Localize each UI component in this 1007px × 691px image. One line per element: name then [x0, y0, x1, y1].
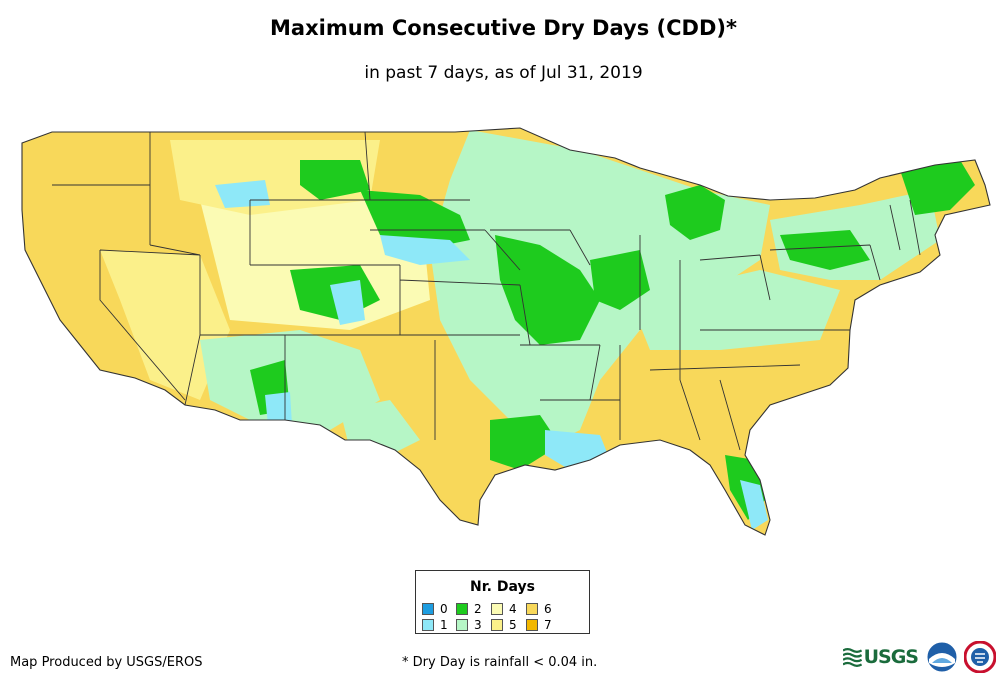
- noaa-seal-icon: [926, 641, 958, 673]
- legend-swatch: [526, 619, 538, 631]
- map-subtitle: in past 7 days, as of Jul 31, 2019: [364, 63, 643, 83]
- legend-label: 2: [474, 602, 482, 616]
- us-outline: [21, 127, 991, 536]
- state-boundaries: [21, 127, 991, 536]
- footnote-text: * Dry Day is rainfall < 0.04 in.: [402, 655, 598, 670]
- legend-swatch: [526, 603, 538, 615]
- legend-label: 6: [544, 602, 552, 616]
- legend-item-2: 2: [456, 602, 482, 616]
- legend-label: 4: [509, 602, 517, 616]
- legend-label: 7: [544, 618, 552, 632]
- region-2-montana: [300, 160, 370, 200]
- usgs-wordmark: USGS: [863, 646, 919, 668]
- map-title: Maximum Consecutive Dry Days (CDD)*: [270, 16, 737, 40]
- region-2-michigan: [665, 185, 725, 240]
- legend-label: 0: [440, 602, 448, 616]
- legend-item-5: 5: [491, 618, 517, 632]
- legend-item-7: 7: [526, 618, 552, 632]
- legend-label: 5: [509, 618, 517, 632]
- dry-days-regions: [100, 130, 975, 530]
- legend-label: 3: [474, 618, 482, 632]
- legend-swatch: [456, 619, 468, 631]
- legend-swatch: [422, 603, 434, 615]
- nws-seal-icon: [964, 641, 996, 673]
- region-5-southwest: [100, 250, 230, 400]
- region-2-new-england: [900, 160, 975, 215]
- legend-swatch: [491, 603, 503, 615]
- boundary-lines: [52, 131, 921, 451]
- region-1-florida: [740, 480, 768, 530]
- legend-title: Nr. Days: [470, 579, 535, 595]
- credit-text: Map Produced by USGS/EROS: [10, 655, 203, 670]
- legend-item-6: 6: [526, 602, 552, 616]
- region-2-dakotas: [360, 190, 470, 250]
- region-2-new-york: [780, 230, 870, 270]
- legend-label: 1: [440, 618, 448, 632]
- legend-swatch: [491, 619, 503, 631]
- legend-item-0: 0: [422, 602, 448, 616]
- region-2-illinois: [590, 250, 650, 310]
- legend-swatch: [422, 619, 434, 631]
- usgs-logo: USGS: [843, 643, 919, 671]
- usgs-wave-icon: [843, 647, 862, 667]
- legend: Nr. Days 0 1 2 3 4 5 6 7: [415, 570, 590, 634]
- region-3-southwest: [200, 330, 380, 430]
- legend-item-3: 3: [456, 618, 482, 632]
- legend-item-1: 1: [422, 618, 448, 632]
- region-1-colorado: [330, 280, 365, 325]
- legend-swatch: [456, 603, 468, 615]
- legend-item-4: 4: [491, 602, 517, 616]
- region-1-nebraska: [380, 235, 470, 265]
- region-1-wyoming: [215, 180, 270, 208]
- region-2-louisiana: [490, 415, 560, 470]
- region-2-iowa: [495, 235, 600, 345]
